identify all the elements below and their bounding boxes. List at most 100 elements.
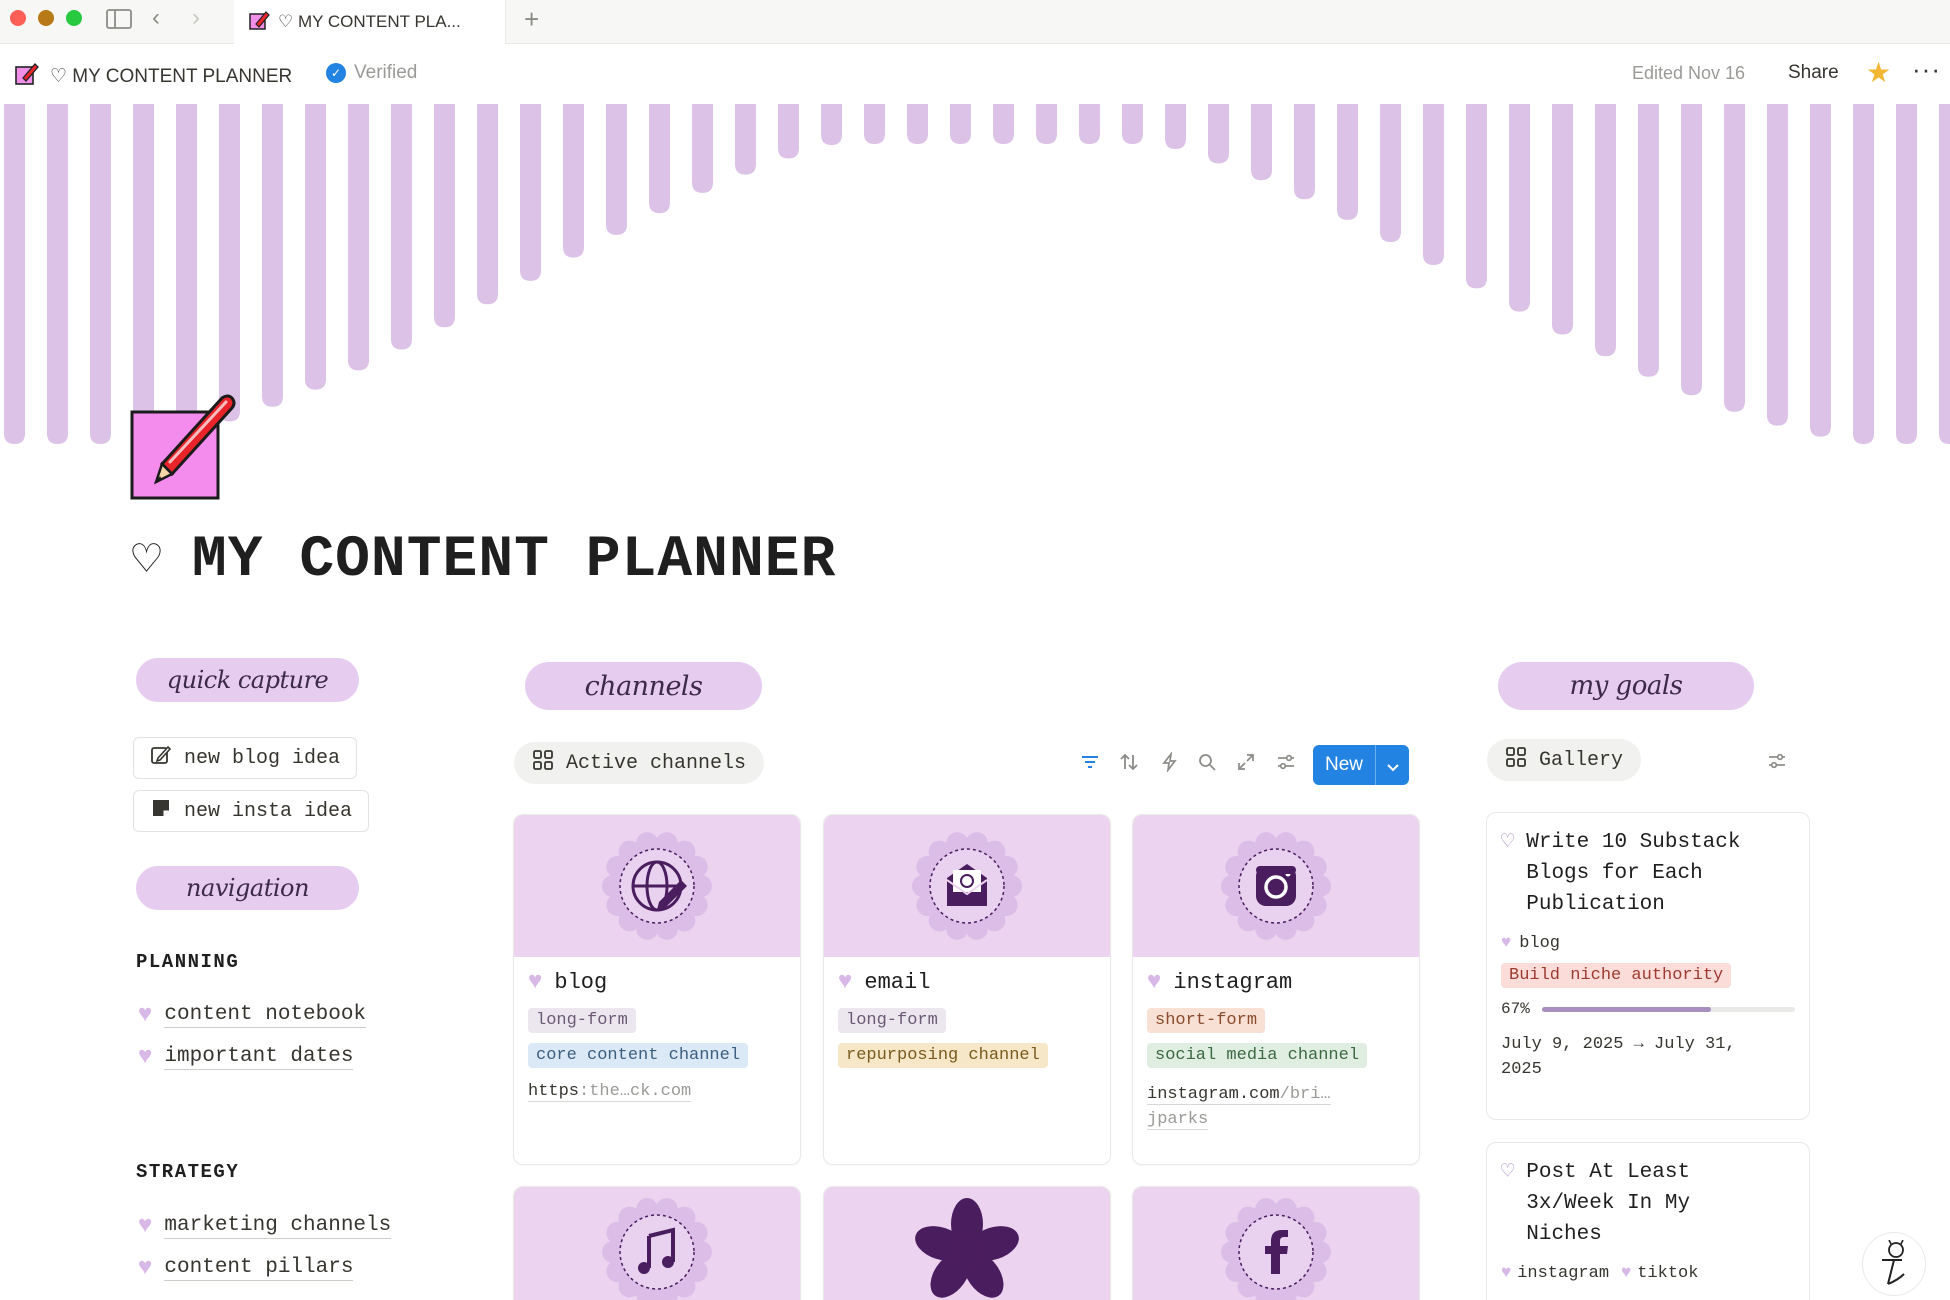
back-icon[interactable]: ‹ [152, 4, 160, 31]
nav-link-important-dates[interactable]: ♥ important dates [138, 1043, 354, 1071]
cover-stripe [1466, 104, 1487, 289]
nav-link-content-pillars[interactable]: ♥ content pillars [138, 1256, 354, 1281]
sort-icon[interactable] [1119, 752, 1139, 778]
channel-url[interactable]: https:the…ck.com [528, 1082, 692, 1102]
cover-stripe [1036, 104, 1057, 144]
new-tab-button[interactable]: + [524, 4, 540, 34]
cover-stripe [864, 104, 885, 144]
cover-stripe [1079, 104, 1100, 144]
cover-stripe [1509, 104, 1530, 312]
chevron-down-icon[interactable] [1385, 753, 1401, 780]
gallery-view-icon [1505, 746, 1527, 775]
pencil-icon [248, 9, 270, 36]
heart-icon: ♥ [1621, 1264, 1632, 1283]
channel-card-music[interactable] [513, 1186, 801, 1300]
heart-icon: ♥ [138, 1001, 153, 1029]
minimize-window-button[interactable] [38, 10, 54, 26]
nav-link-label: content notebook [164, 1003, 367, 1028]
cover-stripe [219, 104, 240, 422]
cover-stripe [1337, 104, 1358, 220]
channel-card-flower[interactable] [823, 1186, 1111, 1300]
format-tag: short-form [1147, 1008, 1266, 1033]
verified-badge[interactable]: ✓ Verified [326, 62, 417, 84]
channel-card-email[interactable]: ♥ email long-form repurposing channel [823, 814, 1111, 1165]
nav-link-label: content pillars [164, 1256, 354, 1281]
cover-stripe [993, 104, 1014, 144]
cover-stripe [176, 104, 197, 434]
view-tab-active-channels[interactable]: Active channels [514, 742, 765, 784]
nav-link-content-notebook[interactable]: ♥ content notebook [138, 1001, 367, 1029]
goal-channels: ♥ instagram ♥ tiktok [1501, 1264, 1699, 1283]
section-heading-strategy: STRATEGY [136, 1161, 240, 1183]
goal-progress: 67% [1501, 1000, 1795, 1018]
format-tag: long-form [838, 1008, 946, 1033]
goal-card[interactable]: ♡ Post At Least 3x/Week In My Niches ♥ in… [1486, 1142, 1810, 1300]
mascot-icon [1882, 1240, 1905, 1285]
new-insta-idea-button[interactable]: new insta idea [133, 790, 370, 832]
cover-stripe [391, 104, 412, 350]
favorite-star-icon[interactable]: ★ [1866, 57, 1892, 88]
format-tag: long-form [528, 1008, 636, 1033]
view-tab-gallery[interactable]: Gallery [1487, 739, 1642, 781]
pillar-tag: Build niche authority [1501, 963, 1732, 988]
settings-sliders-icon[interactable] [1276, 752, 1296, 778]
cover-stripe [1896, 104, 1917, 444]
card-cover [514, 1187, 800, 1300]
new-blog-idea-button[interactable]: new blog idea [133, 737, 358, 779]
cover-stripe [133, 104, 154, 443]
cover-stripe [778, 104, 799, 159]
cover-stripe [434, 104, 455, 328]
instagram-icon [1221, 832, 1331, 940]
envelope-icon [912, 832, 1022, 940]
nav-link-label: important dates [164, 1045, 354, 1070]
page-title[interactable]: ♡ MY CONTENT PLANNER [132, 528, 836, 593]
heart-outline-icon: ♡ [1501, 830, 1515, 855]
forward-icon[interactable]: › [192, 4, 200, 31]
close-window-button[interactable] [10, 10, 26, 26]
cover-stripe [1294, 104, 1315, 200]
maximize-window-button[interactable] [66, 10, 82, 26]
heart-icon: ♥ [138, 1212, 153, 1240]
more-options-icon[interactable]: ··· [1912, 54, 1941, 84]
goal-title: ♡ Write 10 Substack Blogs for Each Publi… [1501, 827, 1795, 920]
progress-fill [1541, 1006, 1712, 1012]
page-icon[interactable] [130, 392, 240, 504]
goal-card[interactable]: ♡ Write 10 Substack Blogs for Each Publi… [1486, 812, 1810, 1120]
channel-card-instagram[interactable]: ♥ instagram short-form social media chann… [1132, 814, 1420, 1165]
channel-card-facebook[interactable] [1132, 1186, 1420, 1300]
filter-icon[interactable] [1080, 752, 1100, 778]
cover-stripe [692, 104, 713, 193]
globe-pencil-icon [602, 832, 712, 940]
help-mascot-button[interactable] [1862, 1232, 1926, 1296]
expand-icon[interactable] [1236, 752, 1256, 778]
goals-settings-sliders-icon[interactable] [1767, 751, 1787, 776]
breadcrumb[interactable]: ♡ MY CONTENT PLANNER [14, 60, 292, 92]
button-divider [1375, 745, 1376, 785]
browser-tab[interactable]: ♡ MY CONTENT PLA... [234, 0, 506, 44]
share-button[interactable]: Share [1788, 62, 1839, 83]
sidebar-toggle-icon[interactable] [106, 8, 132, 36]
nav-link-marketing-channels[interactable]: ♥ marketing channels [138, 1212, 392, 1240]
section-heading-planning: PLANNING [136, 951, 240, 973]
page-title-text: MY CONTENT PLANNER [191, 528, 837, 593]
goal-title: ♡ Post At Least 3x/Week In My Niches [1501, 1157, 1795, 1250]
channels-header: channels [525, 662, 762, 710]
cover-stripe [1767, 104, 1788, 426]
flower-icon [915, 1198, 1019, 1298]
cover-stripe [649, 104, 670, 214]
automation-bolt-icon[interactable] [1160, 750, 1180, 778]
cover-stripe [907, 104, 928, 144]
channel-url-continued[interactable]: jparks [1147, 1110, 1209, 1130]
new-entry-button[interactable]: New [1313, 745, 1409, 785]
browser-tab-strip: ‹ › ♡ MY CONTENT PLA... + [0, 0, 1950, 44]
search-icon[interactable] [1197, 752, 1217, 778]
channel-url[interactable]: instagram.com/bri… [1147, 1085, 1331, 1105]
heart-icon: ♥ [138, 1043, 153, 1071]
cover-stripe [563, 104, 584, 258]
card-cover [1133, 1187, 1419, 1300]
cover-stripe [950, 104, 971, 144]
pencil-icon [14, 60, 40, 92]
card-title: ♥ blog [528, 969, 608, 996]
channel-card-blog[interactable]: ♥ blog long-form core content channel htt… [513, 814, 801, 1165]
cover-stripe [1552, 104, 1573, 335]
